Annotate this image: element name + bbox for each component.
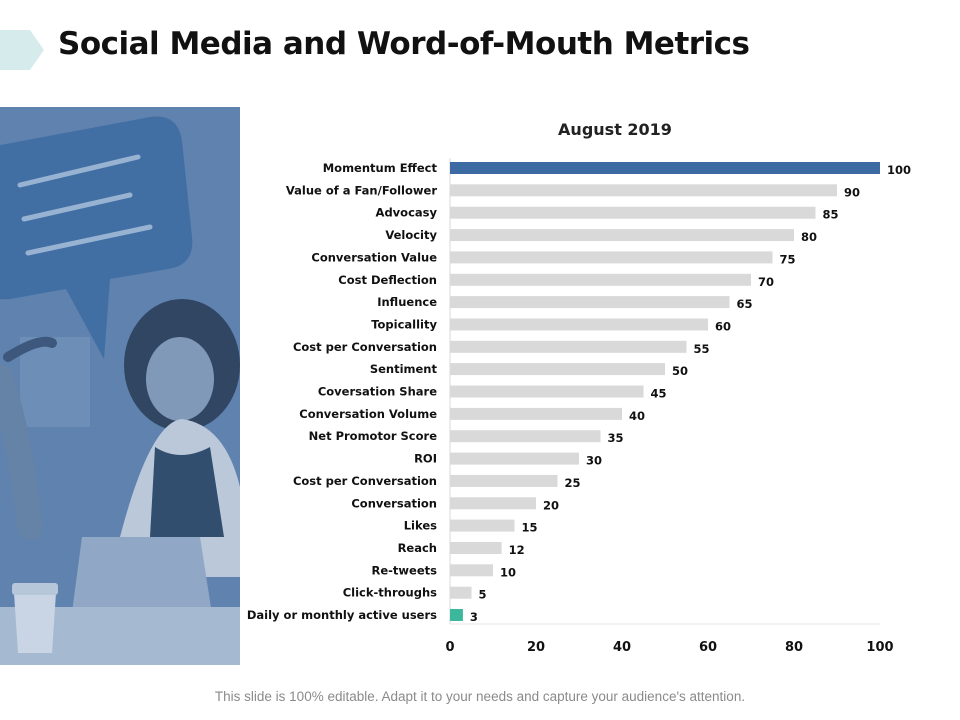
bar — [450, 206, 816, 219]
value-label: 30 — [586, 454, 602, 468]
value-label: 25 — [565, 476, 581, 490]
value-label: 12 — [509, 543, 525, 557]
value-label: 65 — [737, 297, 753, 311]
value-label: 20 — [543, 498, 559, 512]
bar — [450, 564, 493, 577]
value-label: 80 — [801, 230, 817, 244]
value-label: 35 — [608, 431, 624, 445]
bar — [450, 318, 708, 331]
category-label: Advocasy — [376, 206, 438, 220]
value-label: 55 — [694, 342, 710, 356]
value-label: 10 — [500, 565, 516, 579]
value-label: 90 — [844, 185, 860, 199]
x-tick-label: 60 — [699, 640, 717, 655]
bar — [450, 497, 536, 510]
chart-title: August 2019 — [558, 120, 672, 139]
category-label: Topicallity — [371, 318, 437, 332]
title-accent-shape — [0, 30, 44, 70]
value-label: 5 — [479, 588, 487, 602]
category-label: ROI — [414, 452, 437, 466]
footer-note: This slide is 100% editable. Adapt it to… — [214, 689, 746, 704]
category-label: Influence — [377, 295, 437, 309]
value-label: 60 — [715, 320, 731, 334]
category-label: Velocity — [385, 228, 437, 242]
value-label: 3 — [470, 610, 478, 624]
category-label: Cost Deflection — [338, 273, 437, 287]
category-label: Likes — [404, 519, 437, 533]
bar — [450, 229, 794, 242]
bar — [450, 452, 579, 465]
hero-photo — [0, 107, 240, 665]
bar — [450, 162, 880, 174]
bar — [450, 609, 463, 621]
category-label: Reach — [398, 541, 437, 555]
value-label: 70 — [758, 275, 774, 289]
bar — [450, 586, 472, 599]
category-label: Conversation Volume — [299, 407, 437, 421]
bar — [450, 273, 751, 286]
category-label: Cost per Conversation — [293, 474, 437, 488]
bar — [450, 542, 502, 554]
category-label: Cost per Conversation — [293, 340, 437, 354]
category-label: Conversation — [351, 496, 437, 510]
value-label: 75 — [780, 252, 796, 266]
bar — [450, 251, 773, 264]
bar — [450, 385, 644, 398]
x-tick-label: 20 — [527, 640, 545, 655]
value-label: 45 — [651, 387, 667, 401]
bar — [450, 474, 558, 487]
category-label: Coversation Share — [318, 385, 437, 399]
x-tick-label: 80 — [785, 640, 803, 655]
value-label: 85 — [823, 208, 839, 222]
speech-bubble-icon — [0, 116, 193, 359]
category-label: Click-throughs — [343, 586, 437, 600]
bar — [450, 363, 665, 376]
category-label: Conversation Value — [311, 250, 437, 264]
category-label: Re-tweets — [372, 563, 438, 577]
bar — [450, 430, 601, 443]
value-label: 15 — [522, 521, 538, 535]
category-label: Value of a Fan/Follower — [286, 183, 437, 197]
x-tick-label: 40 — [613, 640, 631, 655]
x-tick-label: 0 — [445, 640, 454, 655]
bar — [450, 184, 837, 197]
category-label: Sentiment — [370, 362, 438, 376]
category-label: Net Promotor Score — [309, 429, 438, 443]
category-label: Daily or monthly active users — [247, 608, 437, 622]
category-label: Momentum Effect — [323, 161, 438, 175]
bar — [450, 340, 687, 353]
slide-title: Social Media and Word-of-Mouth Metrics — [58, 26, 750, 62]
bar — [450, 519, 515, 532]
value-label: 50 — [672, 364, 688, 378]
value-label: 100 — [887, 163, 911, 177]
bar — [450, 407, 622, 420]
x-tick-label: 100 — [866, 640, 893, 655]
value-label: 40 — [629, 409, 645, 423]
bar — [450, 296, 730, 309]
